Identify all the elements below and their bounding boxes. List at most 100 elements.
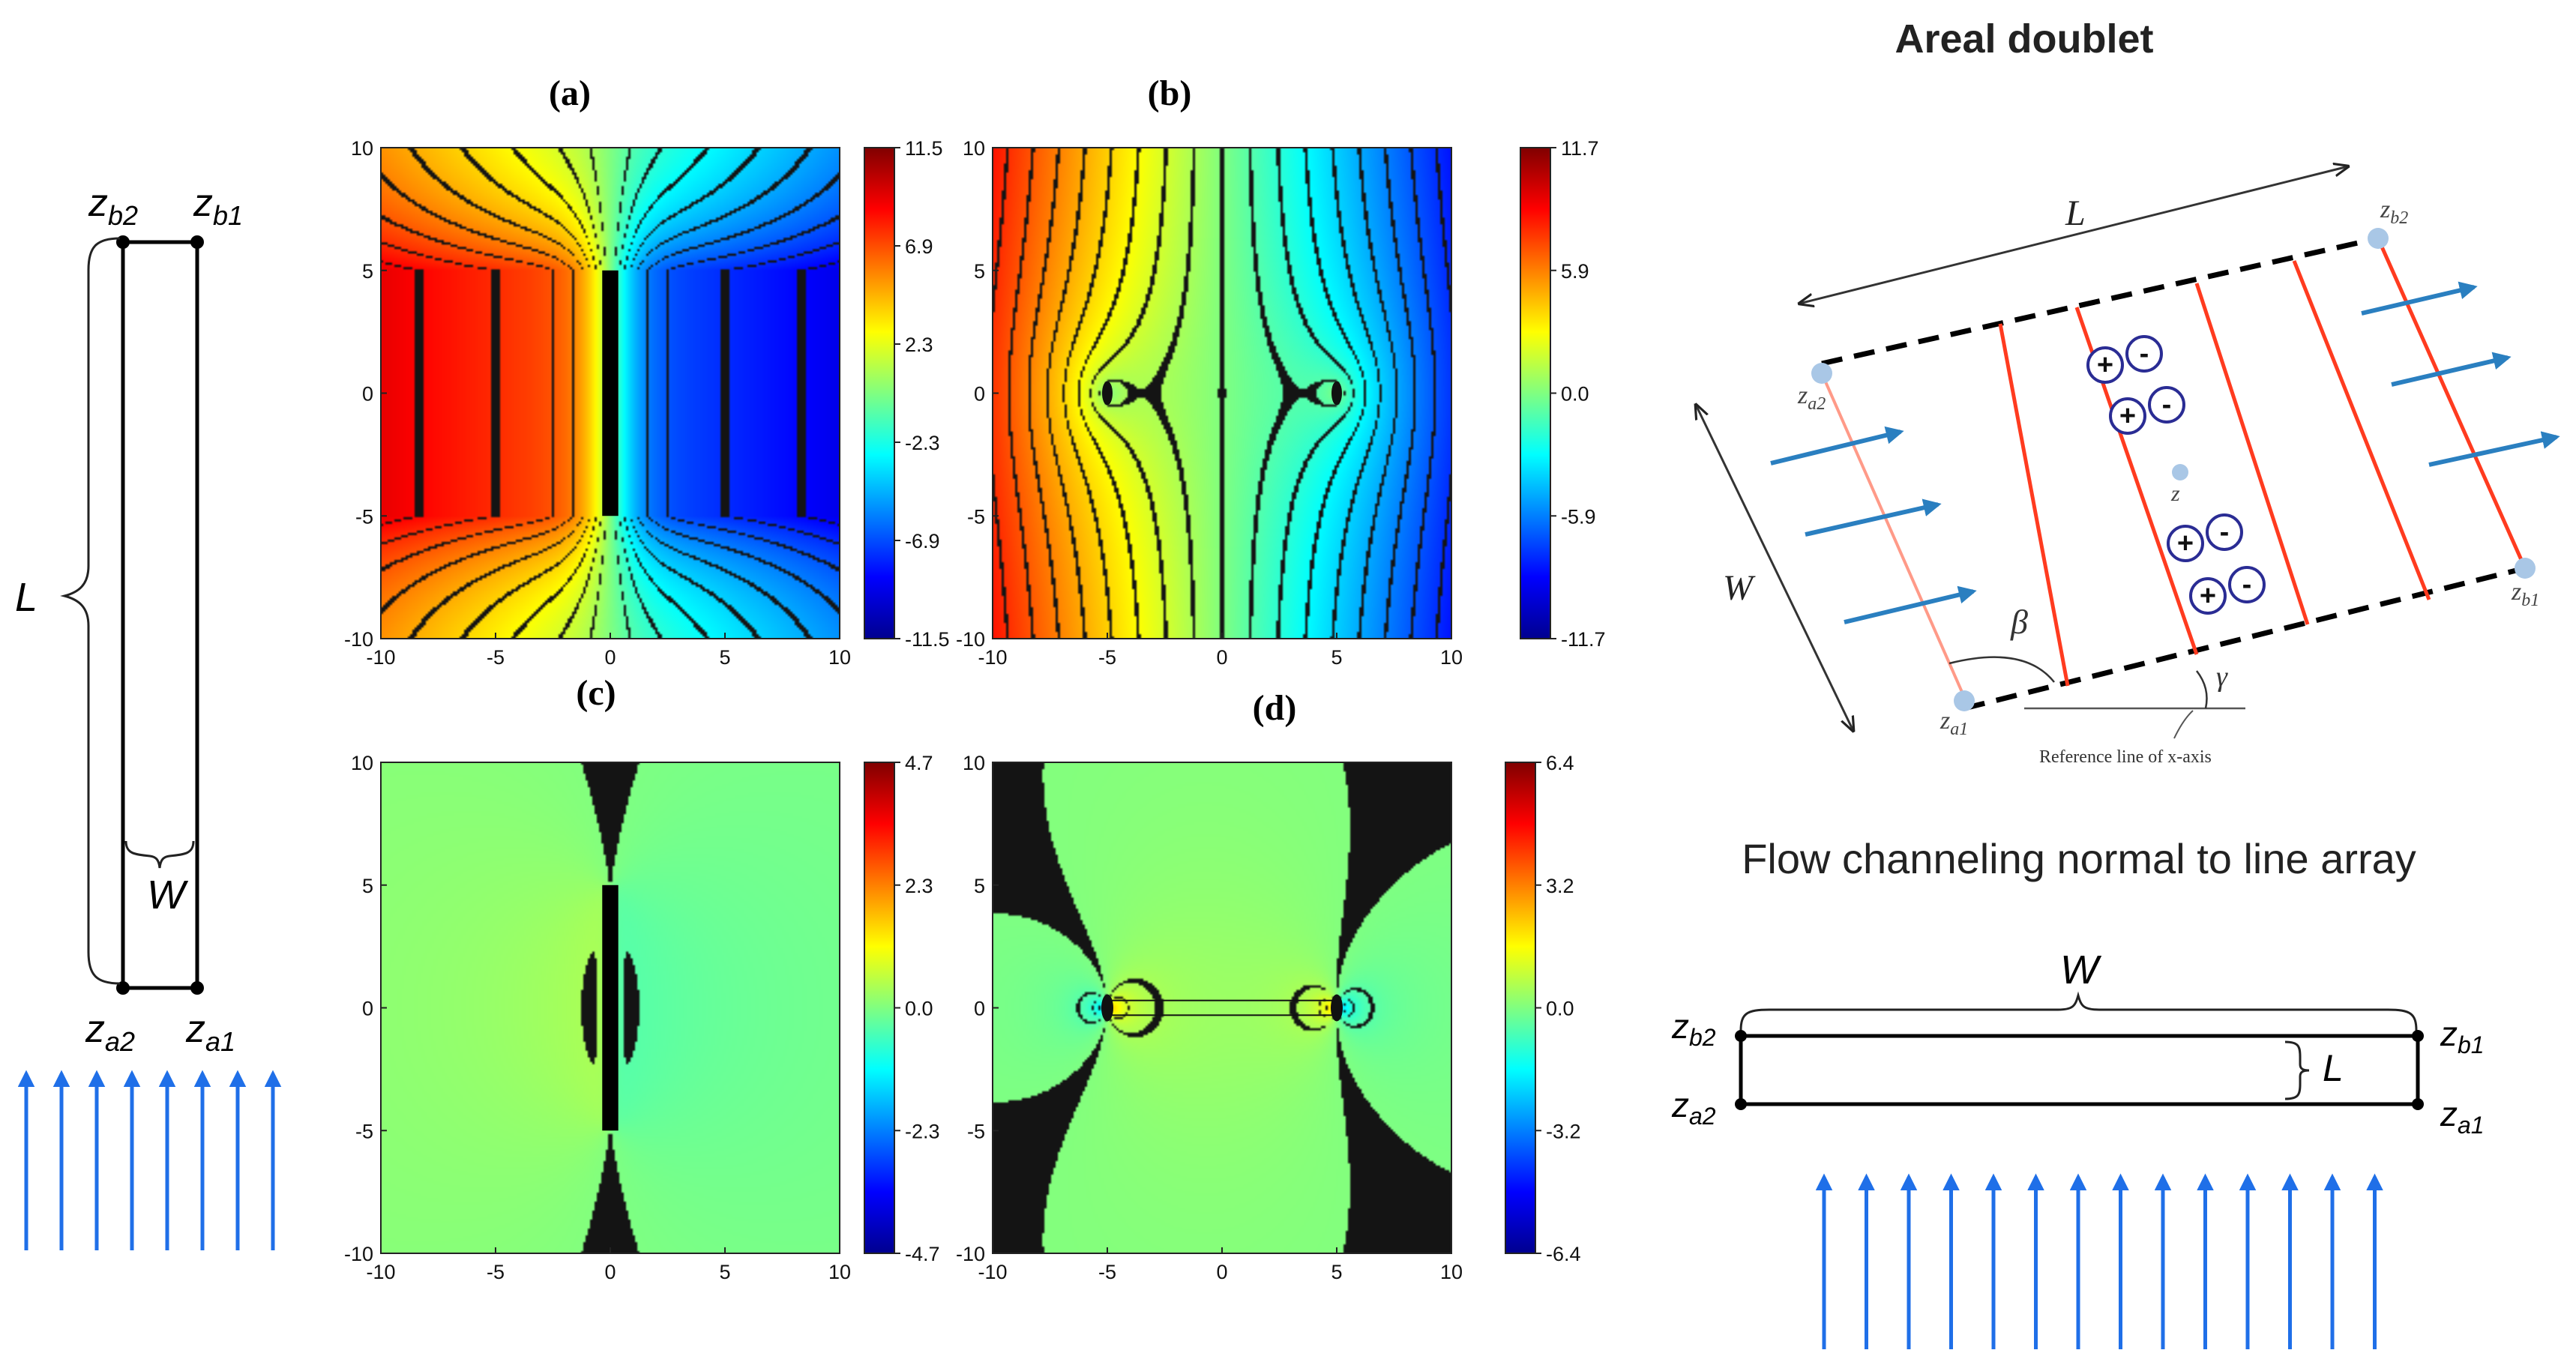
colorbar — [1520, 147, 1551, 639]
colorbar-tick-label: -11.5 — [905, 628, 950, 651]
y-tick-label: 0 — [974, 383, 985, 406]
rectangle-outline — [121, 240, 199, 990]
minus-charge — [2228, 566, 2266, 603]
line-element — [602, 270, 619, 516]
width-label: W — [147, 873, 189, 917]
colorbar-tick-label: 2.3 — [905, 875, 933, 897]
colorbar-tick-label: -6.9 — [905, 530, 940, 552]
length-dimension-arrow — [1799, 166, 2348, 304]
x-tick-label: 0 — [1216, 646, 1227, 669]
point-element — [1331, 994, 1343, 1022]
contour-field — [993, 148, 1451, 639]
charge-pair: + - — [2086, 335, 2163, 384]
colorbar — [1505, 762, 1536, 1254]
colorbar-tick-label: 11.7 — [1561, 137, 1599, 160]
y-tick-label: -10 — [344, 628, 373, 651]
label-za2: za2 — [85, 1007, 135, 1057]
width-brace — [124, 840, 195, 869]
y-tick-label: 10 — [963, 137, 985, 160]
plus-charge — [2189, 577, 2227, 615]
y-tick-label: -5 — [967, 1120, 985, 1142]
doublet-label-zb1: zb1 — [2511, 578, 2539, 610]
colorbar — [864, 762, 895, 1254]
node-doublet-mid — [2172, 464, 2188, 480]
point-element — [1101, 994, 1113, 1022]
bottom-dashed-edge — [1963, 565, 2526, 711]
x-tick-label: 0 — [604, 646, 616, 669]
y-tick-label: 0 — [362, 383, 373, 406]
contour-field — [993, 762, 1451, 1253]
plus-charge — [2167, 525, 2204, 562]
length-brace-small — [2284, 1040, 2310, 1100]
areal-doublet-title: Areal doublet — [1895, 16, 2153, 61]
x-tick-label: 10 — [1440, 646, 1463, 669]
length-label: L — [15, 575, 37, 620]
minus-charge — [2206, 513, 2243, 551]
node-doublet-za2 — [1811, 363, 1832, 384]
y-tick-label: 5 — [974, 260, 985, 283]
colorbar-tick-label: 4.7 — [905, 752, 933, 774]
x-tick-label: -5 — [487, 646, 505, 669]
x-tick-label: 5 — [1331, 1261, 1342, 1283]
beta-label: β — [2010, 603, 2028, 641]
x-tick-label: 5 — [719, 1261, 730, 1283]
channel-width-label: W — [2060, 947, 2102, 992]
panel-label: (a) — [549, 73, 591, 113]
plus-sign: + — [2119, 400, 2136, 432]
left-flow-arrows — [17, 1070, 282, 1250]
minus-sign: - — [2162, 389, 2172, 421]
gamma-arc — [2196, 670, 2208, 709]
contour-panel-a: -10 -5 0 5 10 10 5 0 -5 -10 11.5 6.9 2.3 -2.3 -6.9 -11.… — [344, 73, 950, 669]
colorbar-tick-label: -3.2 — [1546, 1120, 1581, 1142]
doublet-width-label: W — [1723, 568, 1756, 608]
channel-label-za2: za2 — [1671, 1085, 1716, 1130]
gamma-label: γ — [2216, 661, 2228, 693]
line-element — [602, 885, 619, 1131]
colorbar — [864, 147, 895, 639]
y-tick-label: 5 — [362, 875, 373, 897]
outflow-arrow-3 — [2428, 431, 2560, 467]
plus-sign: + — [2097, 349, 2113, 381]
colorbar-tick-label: 0.0 — [1561, 383, 1589, 406]
x-tick-label: -10 — [366, 646, 395, 669]
doublet-label-za2: za2 — [1797, 382, 1826, 414]
doublet-charges: + -+ -+ -+ - — [2086, 335, 2266, 615]
channel-label-zb1: zb1 — [2440, 1014, 2485, 1058]
charge-pair: + - — [2167, 513, 2243, 562]
channel-node-zb1 — [2412, 1030, 2424, 1042]
colorbar-tick-label: 0.0 — [905, 998, 933, 1020]
x-tick-label: 10 — [828, 1261, 851, 1283]
charge-pair: + - — [2189, 566, 2266, 615]
x-tick-label: 0 — [604, 1261, 616, 1283]
node-za2 — [116, 981, 130, 995]
y-tick-label: 10 — [351, 137, 373, 160]
channel-node-za1 — [2412, 1098, 2424, 1110]
width-brace-horizontal — [1739, 991, 2418, 1031]
inflow-arrow-2 — [1805, 498, 1942, 537]
x-tick-label: -5 — [487, 1261, 505, 1283]
colorbar-tick-label: 6.9 — [905, 235, 933, 258]
width-dimension-arrow — [1696, 405, 1853, 731]
node-doublet-zb1 — [2515, 558, 2536, 579]
reference-pointer — [2173, 710, 2194, 739]
panel-label: (b) — [1148, 73, 1192, 113]
doublet-line-2 — [1998, 323, 2070, 687]
label-za1: za1 — [185, 1007, 235, 1057]
plus-charge — [2086, 346, 2124, 384]
plus-sign: + — [2177, 528, 2194, 559]
channel-rectangle — [1739, 1034, 2420, 1106]
x-tick-label: 0 — [1216, 1261, 1227, 1283]
colorbar-tick-label: -4.7 — [905, 1243, 940, 1265]
contour-panel-b: -10 -5 0 5 10 10 5 0 -5 -10 11.7 5.9 0.0 -5.9 -11.7 (b) — [956, 73, 1606, 669]
top-dashed-edge — [1821, 235, 2379, 367]
x-tick-label: 5 — [719, 646, 730, 669]
channel-label-za1: za1 — [2440, 1094, 2485, 1139]
minus-sign: - — [2140, 338, 2149, 370]
colorbar-tick-label: -11.7 — [1561, 628, 1606, 651]
doublet-label-za1: za1 — [1939, 707, 1968, 739]
point-element — [1102, 381, 1113, 406]
label-zb2: zb2 — [88, 181, 138, 231]
doublet-label-zb2: zb2 — [2380, 196, 2408, 228]
label-zb1: zb1 — [193, 181, 243, 231]
colorbar-tick-label: 2.3 — [905, 334, 933, 356]
